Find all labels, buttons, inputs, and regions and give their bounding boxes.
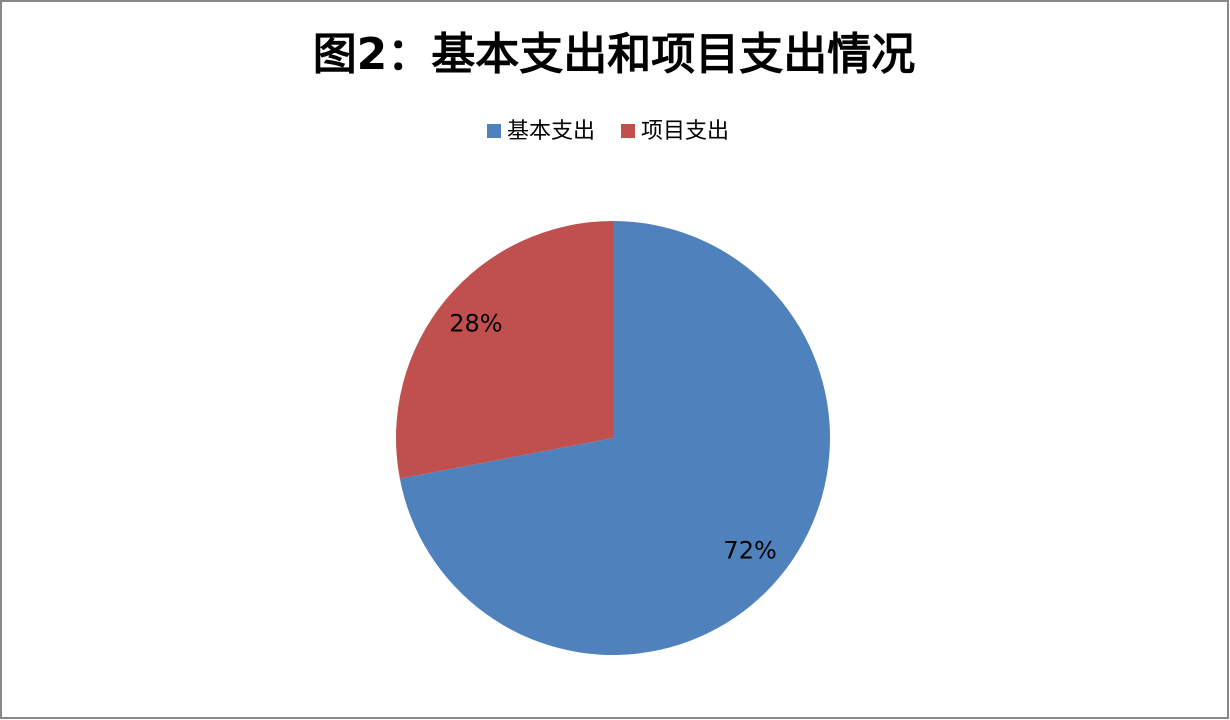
chart-title: 图2：基本支出和项目支出情况 [313,29,916,80]
pie-slice [395,221,613,479]
legend-swatch [487,124,501,138]
pie-slice [399,221,831,656]
data-label: 28% [449,310,502,338]
data-label: 72% [723,536,776,564]
legend-label: 基本支出 [507,119,595,144]
legend-label: 项目支出 [641,119,729,144]
legend-swatch [621,124,635,138]
